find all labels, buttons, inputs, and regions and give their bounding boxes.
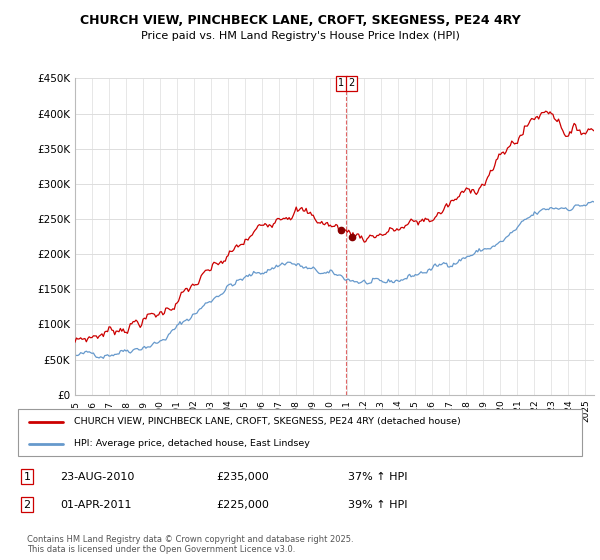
Text: Price paid vs. HM Land Registry's House Price Index (HPI): Price paid vs. HM Land Registry's House … xyxy=(140,31,460,41)
Text: £235,000: £235,000 xyxy=(216,472,269,482)
Text: 2: 2 xyxy=(349,78,355,88)
Text: HPI: Average price, detached house, East Lindsey: HPI: Average price, detached house, East… xyxy=(74,439,310,448)
Text: Contains HM Land Registry data © Crown copyright and database right 2025.
This d: Contains HM Land Registry data © Crown c… xyxy=(27,535,353,554)
FancyBboxPatch shape xyxy=(18,409,582,456)
Text: 1: 1 xyxy=(23,472,31,482)
Text: 01-APR-2011: 01-APR-2011 xyxy=(60,500,131,510)
Text: CHURCH VIEW, PINCHBECK LANE, CROFT, SKEGNESS, PE24 4RY (detached house): CHURCH VIEW, PINCHBECK LANE, CROFT, SKEG… xyxy=(74,417,461,426)
Text: CHURCH VIEW, PINCHBECK LANE, CROFT, SKEGNESS, PE24 4RY: CHURCH VIEW, PINCHBECK LANE, CROFT, SKEG… xyxy=(80,14,520,27)
Text: £225,000: £225,000 xyxy=(216,500,269,510)
Text: 23-AUG-2010: 23-AUG-2010 xyxy=(60,472,134,482)
Text: 39% ↑ HPI: 39% ↑ HPI xyxy=(348,500,407,510)
Text: 37% ↑ HPI: 37% ↑ HPI xyxy=(348,472,407,482)
Text: 2: 2 xyxy=(23,500,31,510)
Text: 1: 1 xyxy=(338,78,344,88)
